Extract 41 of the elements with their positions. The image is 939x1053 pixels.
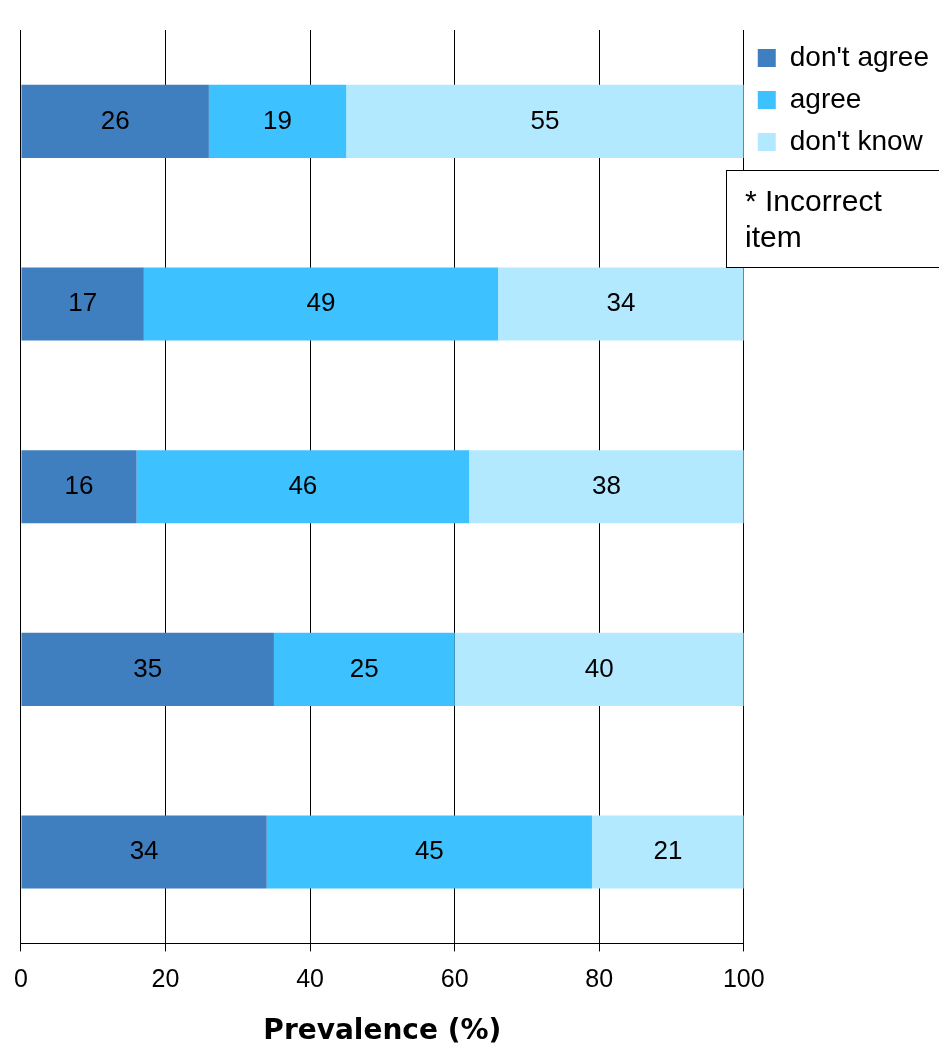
bar <box>136 450 470 524</box>
x-tick-label: 80 <box>585 964 614 993</box>
bar <box>591 815 744 889</box>
bar <box>21 450 137 524</box>
data-label: 17 <box>68 287 98 318</box>
data-label: 34 <box>129 835 159 866</box>
bar <box>346 84 744 158</box>
legend-label: agree <box>789 82 862 114</box>
data-label: 26 <box>100 104 130 135</box>
data-label: 45 <box>414 835 444 866</box>
x-tick-label: 40 <box>296 964 324 993</box>
x-tick-label: 100 <box>722 964 765 993</box>
legend-label: don't know <box>789 124 924 156</box>
text: * Incorrect item <box>726 170 939 268</box>
bar <box>208 84 347 158</box>
x-axis-title: Prevalence (%) <box>263 1013 502 1047</box>
data-label: 55 <box>530 104 560 135</box>
x-tick-label: 20 <box>151 964 180 993</box>
data-label: 46 <box>288 469 318 500</box>
data-label: 40 <box>584 652 614 683</box>
data-label: 16 <box>64 469 94 500</box>
bar <box>21 84 209 158</box>
bar <box>454 632 744 706</box>
data-label: 19 <box>263 104 293 135</box>
x-tick-label: 0 <box>14 964 28 993</box>
legend-label: don't agree <box>789 40 929 72</box>
bar <box>498 267 744 341</box>
data-label: 49 <box>306 287 336 318</box>
bar <box>469 450 744 524</box>
data-label: 34 <box>606 287 636 318</box>
data-label: 21 <box>653 835 683 866</box>
data-label: 35 <box>133 652 163 683</box>
bar <box>266 815 592 889</box>
bar <box>21 632 274 706</box>
bar <box>273 632 455 706</box>
bar <box>21 815 267 889</box>
bar <box>143 267 499 341</box>
data-label: 25 <box>349 652 379 683</box>
bar <box>21 267 144 341</box>
x-tick-label: 60 <box>440 964 469 993</box>
data-label: 38 <box>591 469 621 500</box>
